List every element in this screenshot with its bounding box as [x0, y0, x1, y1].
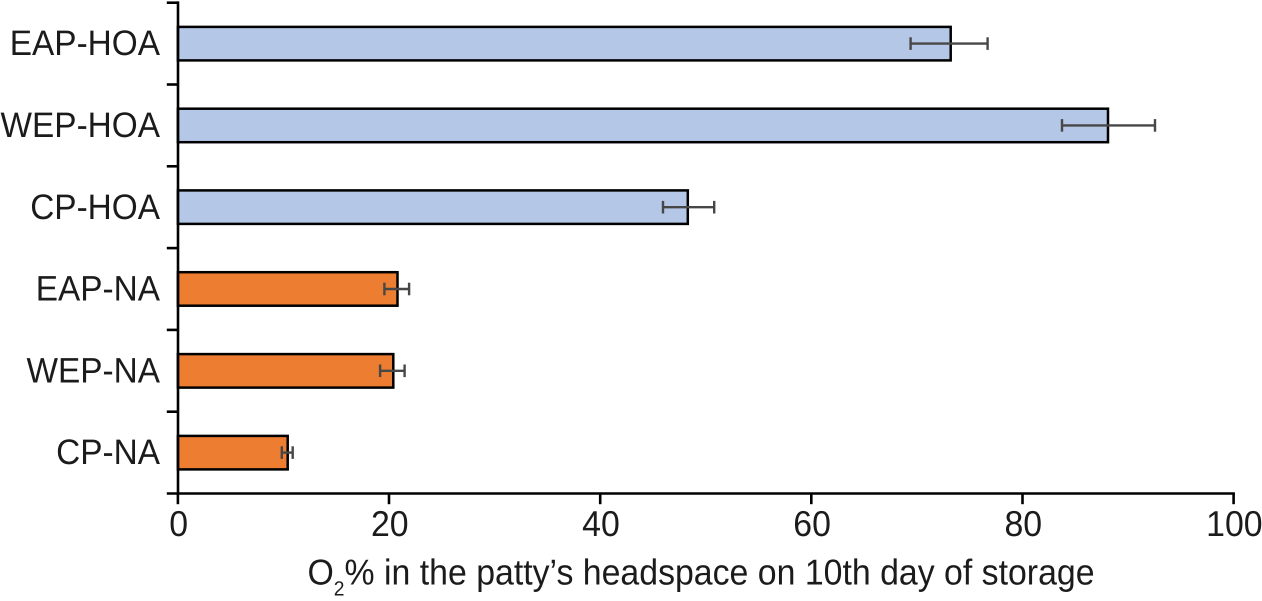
svg-text:40: 40 — [582, 503, 620, 544]
svg-text:0: 0 — [169, 503, 188, 544]
svg-text:O2% in the patty’s headspace o: O2% in the patty’s headspace on 10th day… — [307, 552, 1094, 597]
svg-text:20: 20 — [371, 503, 409, 544]
svg-text:WEP-HOA: WEP-HOA — [1, 105, 161, 145]
svg-text:100: 100 — [1206, 503, 1262, 544]
svg-text:CP-HOA: CP-HOA — [30, 187, 160, 227]
svg-text:80: 80 — [1004, 503, 1042, 544]
svg-text:WEP-NA: WEP-NA — [27, 350, 161, 390]
svg-text:60: 60 — [793, 503, 831, 544]
svg-text:CP-NA: CP-NA — [56, 432, 160, 472]
svg-text:EAP-HOA: EAP-HOA — [10, 23, 161, 63]
svg-text:EAP-NA: EAP-NA — [36, 269, 161, 309]
